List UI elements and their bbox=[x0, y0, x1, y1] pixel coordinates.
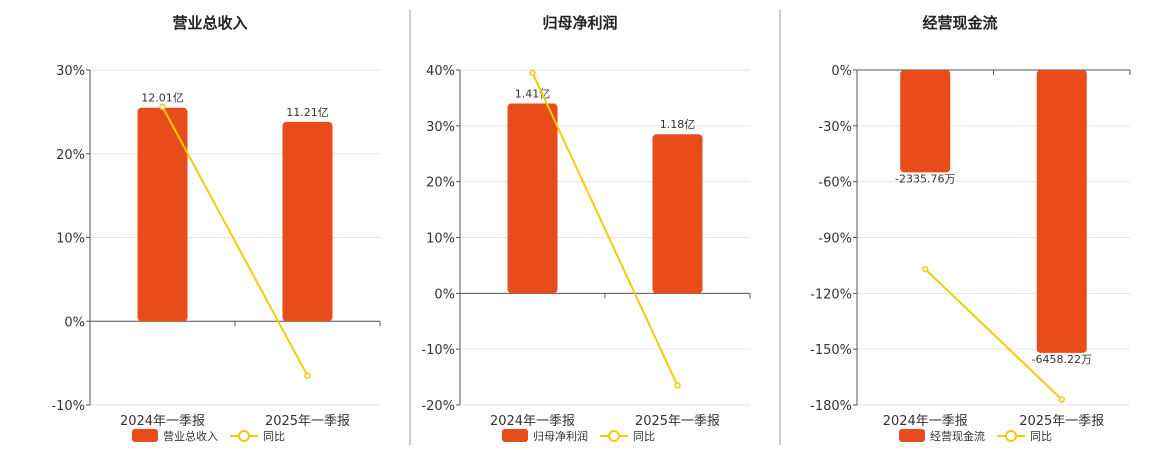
y-tick-label: 0% bbox=[64, 315, 85, 330]
legend: 营业总收入 同比 bbox=[132, 429, 285, 443]
yoy-point bbox=[922, 265, 929, 273]
x-tick-label: 2025年一季报 bbox=[1019, 414, 1104, 429]
y-tick-label: 30% bbox=[426, 120, 455, 135]
legend: 经营现金流 同比 bbox=[899, 429, 1052, 443]
y-tick-label: 0% bbox=[434, 287, 455, 302]
bar bbox=[652, 134, 703, 294]
chart-2: 归母净利润40%30%20%10%0%-10%-20%1.41亿1.18亿202… bbox=[421, 14, 751, 443]
legend-bar-swatch bbox=[132, 429, 158, 442]
chart-3: 经营现金流 0% -30% -60% -90% -120% -150% -180% -2335.… bbox=[810, 14, 1131, 443]
yoy-point bbox=[674, 382, 681, 389]
yoy-line bbox=[161, 106, 309, 377]
y-tick-label: -20% bbox=[421, 399, 455, 414]
x-tick-label: 2024年一季报 bbox=[120, 414, 205, 429]
y-tick-label: -150% bbox=[810, 343, 852, 358]
chart-title: 归母净利润 bbox=[542, 14, 617, 32]
y-tick-label: 10% bbox=[426, 232, 455, 247]
bar-value-label: 1.18亿 bbox=[660, 118, 696, 131]
y-tick-label: -30% bbox=[818, 120, 852, 135]
legend: 归母净利润 同比 bbox=[502, 429, 655, 443]
y-tick-label: -180% bbox=[810, 399, 852, 414]
yoy-point bbox=[1058, 396, 1065, 403]
legend-bar-swatch bbox=[899, 429, 925, 442]
bar-value-label: 11.21亿 bbox=[286, 106, 329, 119]
legend-line-label: 同比 bbox=[633, 430, 655, 443]
bar bbox=[137, 107, 188, 322]
bar bbox=[507, 103, 558, 294]
chart-title: 营业总收入 bbox=[172, 14, 247, 32]
bar bbox=[282, 121, 333, 322]
x-tick-label: 2024年一季报 bbox=[490, 414, 575, 429]
y-tick-label: -10% bbox=[421, 343, 455, 358]
legend-line-marker bbox=[238, 430, 250, 442]
y-tick-label: 20% bbox=[56, 148, 85, 163]
chart-1: 营业总收入 30% 20% 10% 0% -10% 12.01亿 11.21亿 2024年一季报… bbox=[51, 14, 381, 443]
chart-title: 经营现金流 bbox=[922, 14, 997, 32]
legend-line-label: 同比 bbox=[1030, 430, 1052, 443]
y-tick-label: -10% bbox=[51, 399, 85, 414]
yoy-point bbox=[159, 103, 166, 111]
bar-value-label: -6458.22万 bbox=[1032, 353, 1092, 366]
yoy-point bbox=[529, 69, 536, 77]
x-tick-label: 2025年一季报 bbox=[635, 414, 720, 429]
y-tick-label: -90% bbox=[818, 232, 852, 247]
x-tick-label: 2024年一季报 bbox=[883, 414, 968, 429]
yoy-point bbox=[304, 372, 311, 379]
x-tick-label: 2025年一季报 bbox=[265, 414, 350, 429]
legend-line-marker bbox=[608, 430, 620, 442]
yoy-line bbox=[531, 72, 679, 386]
yoy-line bbox=[924, 268, 1063, 401]
y-tick-label: -60% bbox=[818, 176, 852, 191]
bar-value-label: -2335.76万 bbox=[895, 172, 955, 185]
legend-line-label: 同比 bbox=[263, 430, 285, 443]
bar bbox=[1036, 70, 1087, 353]
bar-value-label: 12.01亿 bbox=[141, 92, 184, 105]
y-tick-label: 0% bbox=[831, 64, 852, 79]
y-tick-label: 30% bbox=[56, 64, 85, 79]
legend-line-marker bbox=[1005, 430, 1017, 442]
y-tick-label: 40% bbox=[426, 64, 455, 79]
y-tick-label: -120% bbox=[810, 287, 852, 302]
legend-bar-label: 归母净利润 bbox=[533, 429, 588, 443]
legend-bar-label: 营业总收入 bbox=[163, 429, 218, 443]
y-tick-label: 10% bbox=[56, 232, 85, 247]
bar bbox=[900, 70, 951, 173]
y-tick-label: 20% bbox=[426, 176, 455, 191]
legend-bar-label: 经营现金流 bbox=[930, 429, 985, 443]
legend-bar-swatch bbox=[502, 429, 528, 442]
